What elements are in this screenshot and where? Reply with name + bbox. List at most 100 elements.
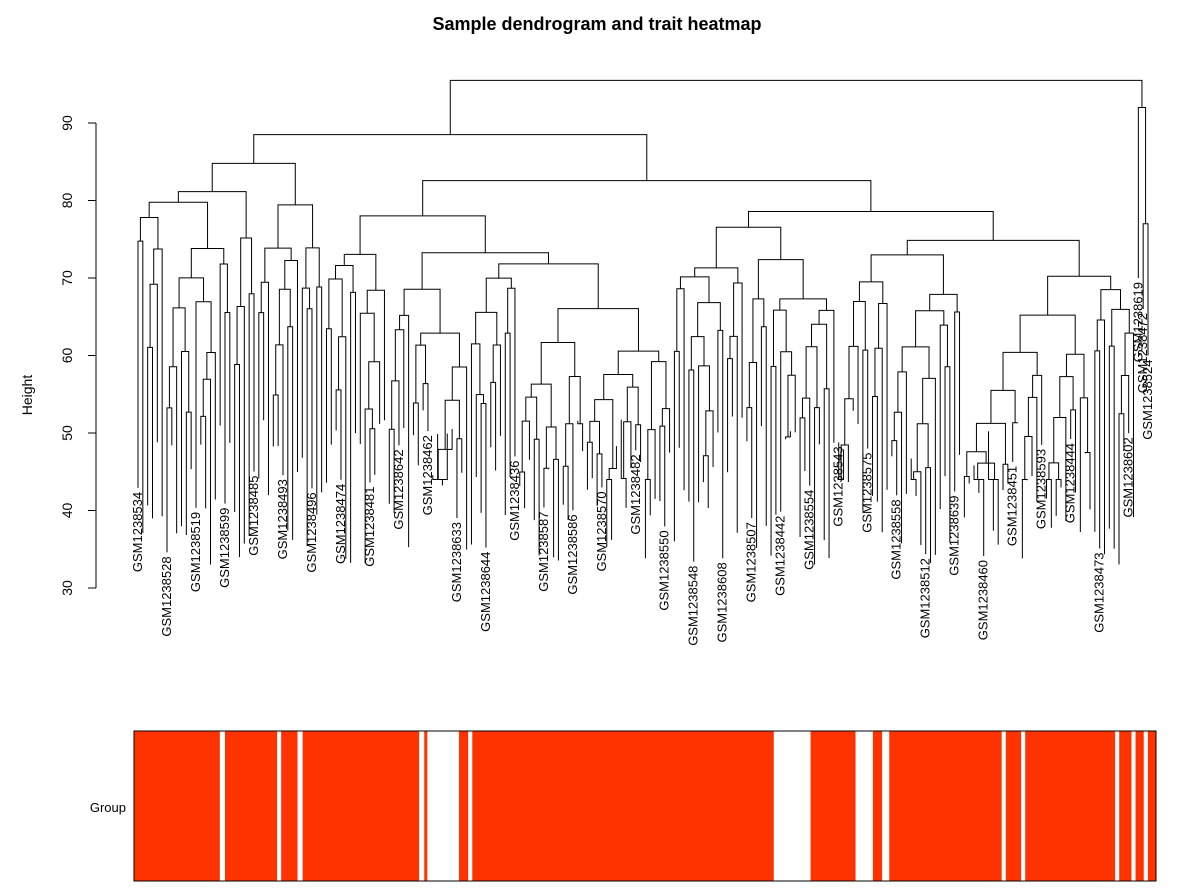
dendrogram-branch	[284, 260, 298, 472]
dendrogram-branch	[1111, 308, 1130, 347]
leaf-label: GSM1238507	[744, 522, 759, 602]
chart-title: Sample dendrogram and trait heatmap	[432, 14, 762, 34]
dendrogram-branch	[901, 346, 930, 379]
dendrogram-branch	[727, 358, 733, 473]
dendrogram-branch	[236, 306, 245, 544]
dendrogram-branch	[748, 361, 758, 548]
dendrogram-branch	[1059, 376, 1074, 418]
dendrogram-branch	[248, 293, 255, 536]
dendrogram-branch	[870, 254, 944, 295]
y-tick-label: 80	[59, 193, 75, 209]
leaf-label: GSM1238642	[391, 449, 406, 529]
dendrogram-branch	[1118, 413, 1125, 565]
dendrogram-branch	[1053, 417, 1067, 522]
dendrogram-branch	[874, 347, 883, 533]
dendrogram-branch	[456, 438, 463, 518]
dendrogram-branch	[925, 467, 932, 563]
dendrogram-branch	[498, 263, 599, 309]
dendrogram-branch	[437, 429, 453, 480]
dendrogram-branch	[475, 311, 498, 346]
leaf-label: GSM1238462	[420, 435, 435, 515]
dendrogram-branch	[565, 423, 574, 511]
leaf-label: GSM1238575	[860, 452, 875, 532]
dendrogram-branch	[422, 180, 872, 216]
dendrogram-branch	[568, 375, 581, 424]
leaf-label: GSM1238587	[536, 512, 551, 592]
dendrogram-branch	[343, 253, 377, 291]
dendrogram-branch	[521, 420, 530, 472]
dendrogram-branch	[617, 350, 660, 375]
dendrogram-branch	[195, 301, 212, 508]
dendrogram-branch	[673, 350, 680, 542]
dendrogram-branch	[922, 377, 936, 555]
trait-heatmap	[133, 730, 1157, 882]
leaf-label: GSM1238608	[715, 562, 730, 642]
dendrogram-root-branch	[449, 79, 1143, 135]
dendrogram-branch	[359, 215, 486, 255]
dendrogram-branch	[814, 407, 820, 565]
leaf-label: GSM1238472	[1135, 313, 1150, 393]
dendrogram-branch	[492, 344, 501, 436]
dendrogram-branch	[180, 351, 190, 527]
dendrogram-branch	[272, 394, 279, 447]
dendrogram-branch	[301, 287, 311, 458]
heatmap-cell-absent	[1115, 731, 1120, 881]
dendrogram-branch	[422, 383, 429, 432]
dendrogram-branch	[1108, 345, 1115, 549]
dendrogram-branch	[325, 328, 332, 483]
dendrogram-branch	[690, 336, 705, 371]
dendrogram-branch	[799, 417, 806, 538]
dendrogram-branch	[697, 302, 721, 337]
dendrogram-branch	[1084, 451, 1091, 510]
leaf-label: GSM1238644	[478, 552, 493, 632]
dendrogram-branch	[757, 259, 804, 299]
leaf-label: GSM1238593	[1034, 449, 1049, 529]
dendrogram-branch	[147, 346, 153, 519]
dendrogram-branch	[698, 365, 710, 503]
dendrogram-branch	[219, 263, 228, 426]
y-tick-label: 90	[59, 115, 75, 131]
dendrogram-branch	[858, 281, 884, 304]
leaf-label: GSM1238496	[304, 492, 319, 572]
dendrogram-branch	[415, 344, 427, 404]
dendrogram-branch	[906, 239, 1080, 277]
dendrogram-branch	[1027, 396, 1038, 502]
dendrogram-branch	[545, 426, 557, 469]
heatmap-cell-absent	[1143, 731, 1148, 881]
dendrogram-branch	[153, 248, 163, 517]
dendrogram-branch	[264, 247, 292, 283]
leaf-label: GSM1238619	[1130, 282, 1145, 362]
dendrogram-branch	[1100, 289, 1122, 320]
dendrogram-branch	[954, 311, 961, 492]
leaf-label: GSM1238528	[159, 556, 174, 636]
dendrogram-branch	[823, 388, 830, 559]
dendrogram-branch	[688, 369, 695, 562]
dendrogram-branch	[772, 309, 787, 367]
dendrogram-branch	[366, 289, 385, 421]
dendrogram-branch	[729, 335, 738, 533]
heatmap-cell-absent	[219, 731, 225, 881]
dendrogram-branch	[475, 394, 485, 477]
dendrogram-branch	[316, 286, 323, 515]
leaf-label: GSM1238558	[889, 499, 904, 579]
dendrogram-branch	[553, 458, 559, 561]
leaf-label: GSM1238586	[565, 514, 580, 594]
dendrogram-branch	[305, 247, 320, 289]
dendrogram-branch	[1137, 107, 1147, 278]
dendrogram-branch	[715, 226, 782, 268]
dendrogram-branch	[420, 332, 460, 368]
dendrogram-branch	[543, 467, 550, 508]
dendrogram-branch	[659, 425, 666, 527]
dendrogram-branch	[278, 288, 291, 345]
leaf-label: GSM1238442	[773, 516, 788, 596]
heatmap-cell-absent	[277, 731, 282, 881]
dendrogram-branch	[915, 310, 945, 347]
leaf-label: GSM1238493	[275, 479, 290, 559]
dendrogram-branch	[364, 408, 373, 564]
y-tick-label: 60	[59, 348, 75, 364]
dendrogram-branch	[328, 278, 343, 337]
dendrogram-branch	[391, 380, 400, 446]
leaf-label: GSM1238550	[657, 530, 672, 610]
dendrogram-branch	[733, 282, 743, 418]
dendrogram-branch	[586, 441, 593, 490]
